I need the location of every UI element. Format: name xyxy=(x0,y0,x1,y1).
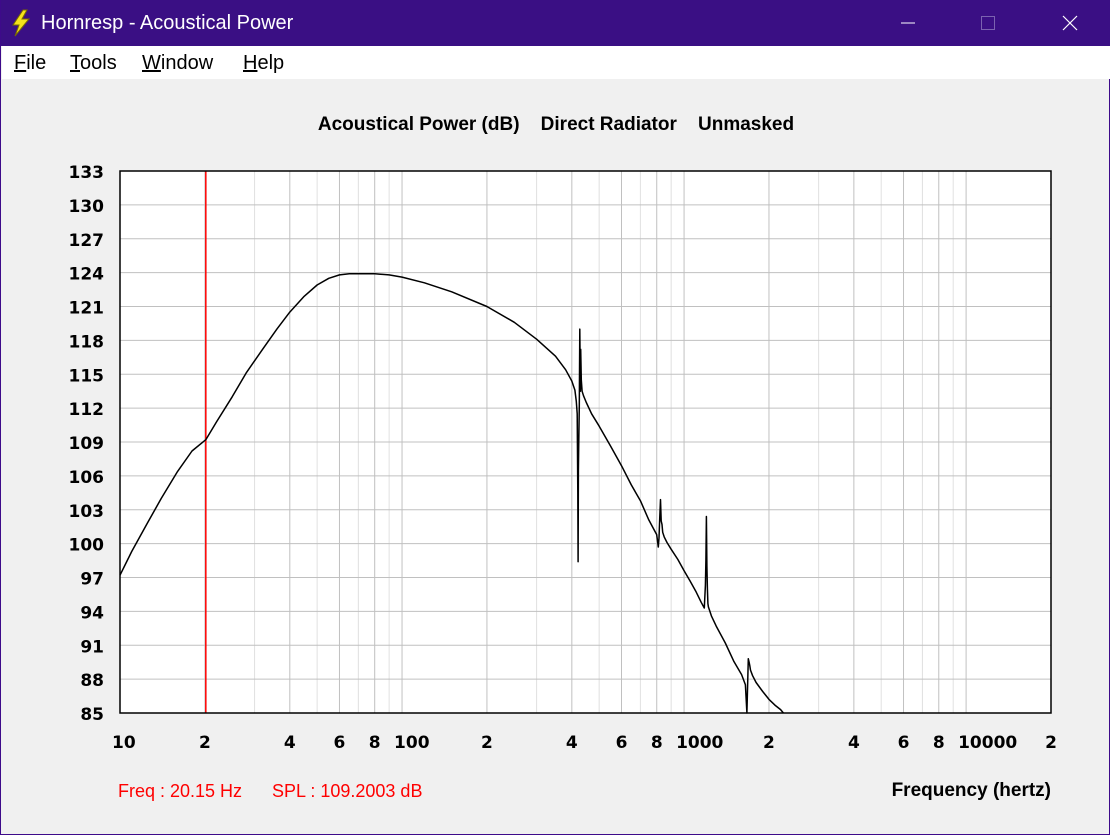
menu-bar: File Tools Window Help xyxy=(2,46,1110,79)
title-bar[interactable]: Hornresp - Acoustical Power xyxy=(1,0,1110,46)
menu-window[interactable]: Window xyxy=(142,51,213,75)
maximize-button[interactable] xyxy=(959,0,1017,46)
minimize-icon xyxy=(900,15,916,31)
y-tick-label: 133 xyxy=(69,163,105,183)
menu-file-label: ile xyxy=(26,52,47,74)
y-tick-label: 121 xyxy=(69,299,105,319)
x-tick-label: 4 xyxy=(284,733,296,753)
close-icon xyxy=(1062,15,1078,31)
y-tick-label: 94 xyxy=(80,603,104,623)
lightning-bolt-icon xyxy=(9,9,33,37)
x-tick-label: 10 xyxy=(112,733,136,753)
menu-tools-label: ools xyxy=(80,52,117,74)
menu-help-label: elp xyxy=(257,52,285,74)
y-tick-label: 106 xyxy=(69,468,105,488)
x-tick-label: 8 xyxy=(369,733,381,753)
menu-file[interactable]: File xyxy=(14,51,46,75)
y-tick-label: 103 xyxy=(69,502,105,522)
y-tick-label: 109 xyxy=(69,434,105,454)
menu-help-mnemonic: H xyxy=(243,52,258,74)
x-tick-label: 6 xyxy=(616,733,628,753)
x-tick-label: 100 xyxy=(394,733,430,753)
x-tick-labels: 10 2 4 6 8 100 2 4 6 8 1000 2 4 6 8 10000 2 xyxy=(112,733,1057,753)
chart-title: Acoustical Power (dB) Direct Radiator Un… xyxy=(1,114,1110,136)
x-tick-label: 8 xyxy=(933,733,945,753)
menu-help[interactable]: Help xyxy=(243,51,284,75)
x-tick-label: 2 xyxy=(1045,733,1057,753)
plot-frame xyxy=(119,170,1052,714)
chart-grid xyxy=(120,171,1051,713)
y-tick-label: 91 xyxy=(80,637,104,657)
y-tick-labels: 133 130 127 124 121 118 115 112 109 106 103 100 97 94… xyxy=(69,163,105,725)
y-tick-label: 124 xyxy=(69,265,105,285)
y-tick-label: 85 xyxy=(80,705,104,725)
chart-title-quantity: Acoustical Power (dB) xyxy=(317,114,520,135)
maximize-icon xyxy=(980,15,996,31)
y-tick-label: 115 xyxy=(69,366,105,386)
frequency-readout: Freq : 20.15 Hz xyxy=(118,781,243,801)
x-axis-label: Frequency (hertz) xyxy=(891,780,1051,801)
y-tick-label: 100 xyxy=(69,536,105,556)
y-tick-label: 112 xyxy=(69,400,105,420)
acoustical-power-chart[interactable]: 1331301271241211181151121091061031009794… xyxy=(1,150,1110,770)
y-tick-label: 127 xyxy=(69,231,105,251)
x-tick-label: 2 xyxy=(763,733,775,753)
menu-tools-mnemonic: T xyxy=(70,52,80,74)
y-tick-label: 130 xyxy=(69,197,105,217)
y-tick-label: 88 xyxy=(80,671,104,691)
spl-readout: SPL : 109.2003 dB xyxy=(272,781,423,801)
x-tick-label: 8 xyxy=(651,733,663,753)
menu-window-label: indow xyxy=(160,52,214,74)
window-title: Hornresp - Acoustical Power xyxy=(41,12,294,34)
chart-title-mode: Direct Radiator xyxy=(540,114,677,135)
x-tick-label: 10000 xyxy=(958,733,1017,753)
close-button[interactable] xyxy=(1041,0,1099,46)
y-tick-label: 97 xyxy=(80,570,104,590)
minimize-button[interactable] xyxy=(879,0,937,46)
power-response-curve xyxy=(119,273,784,714)
chart-title-mask: Unmasked xyxy=(698,114,795,135)
x-tick-label: 6 xyxy=(334,733,346,753)
menu-window-mnemonic: W xyxy=(142,52,161,74)
x-tick-label: 1000 xyxy=(676,733,723,753)
x-tick-label: 6 xyxy=(898,733,910,753)
y-tick-label: 118 xyxy=(69,332,105,352)
x-tick-label: 2 xyxy=(199,733,211,753)
x-tick-label: 2 xyxy=(481,733,493,753)
x-tick-label: 4 xyxy=(848,733,860,753)
menu-tools[interactable]: Tools xyxy=(70,51,117,75)
menu-file-mnemonic: F xyxy=(14,52,27,74)
x-tick-label: 4 xyxy=(566,733,578,753)
